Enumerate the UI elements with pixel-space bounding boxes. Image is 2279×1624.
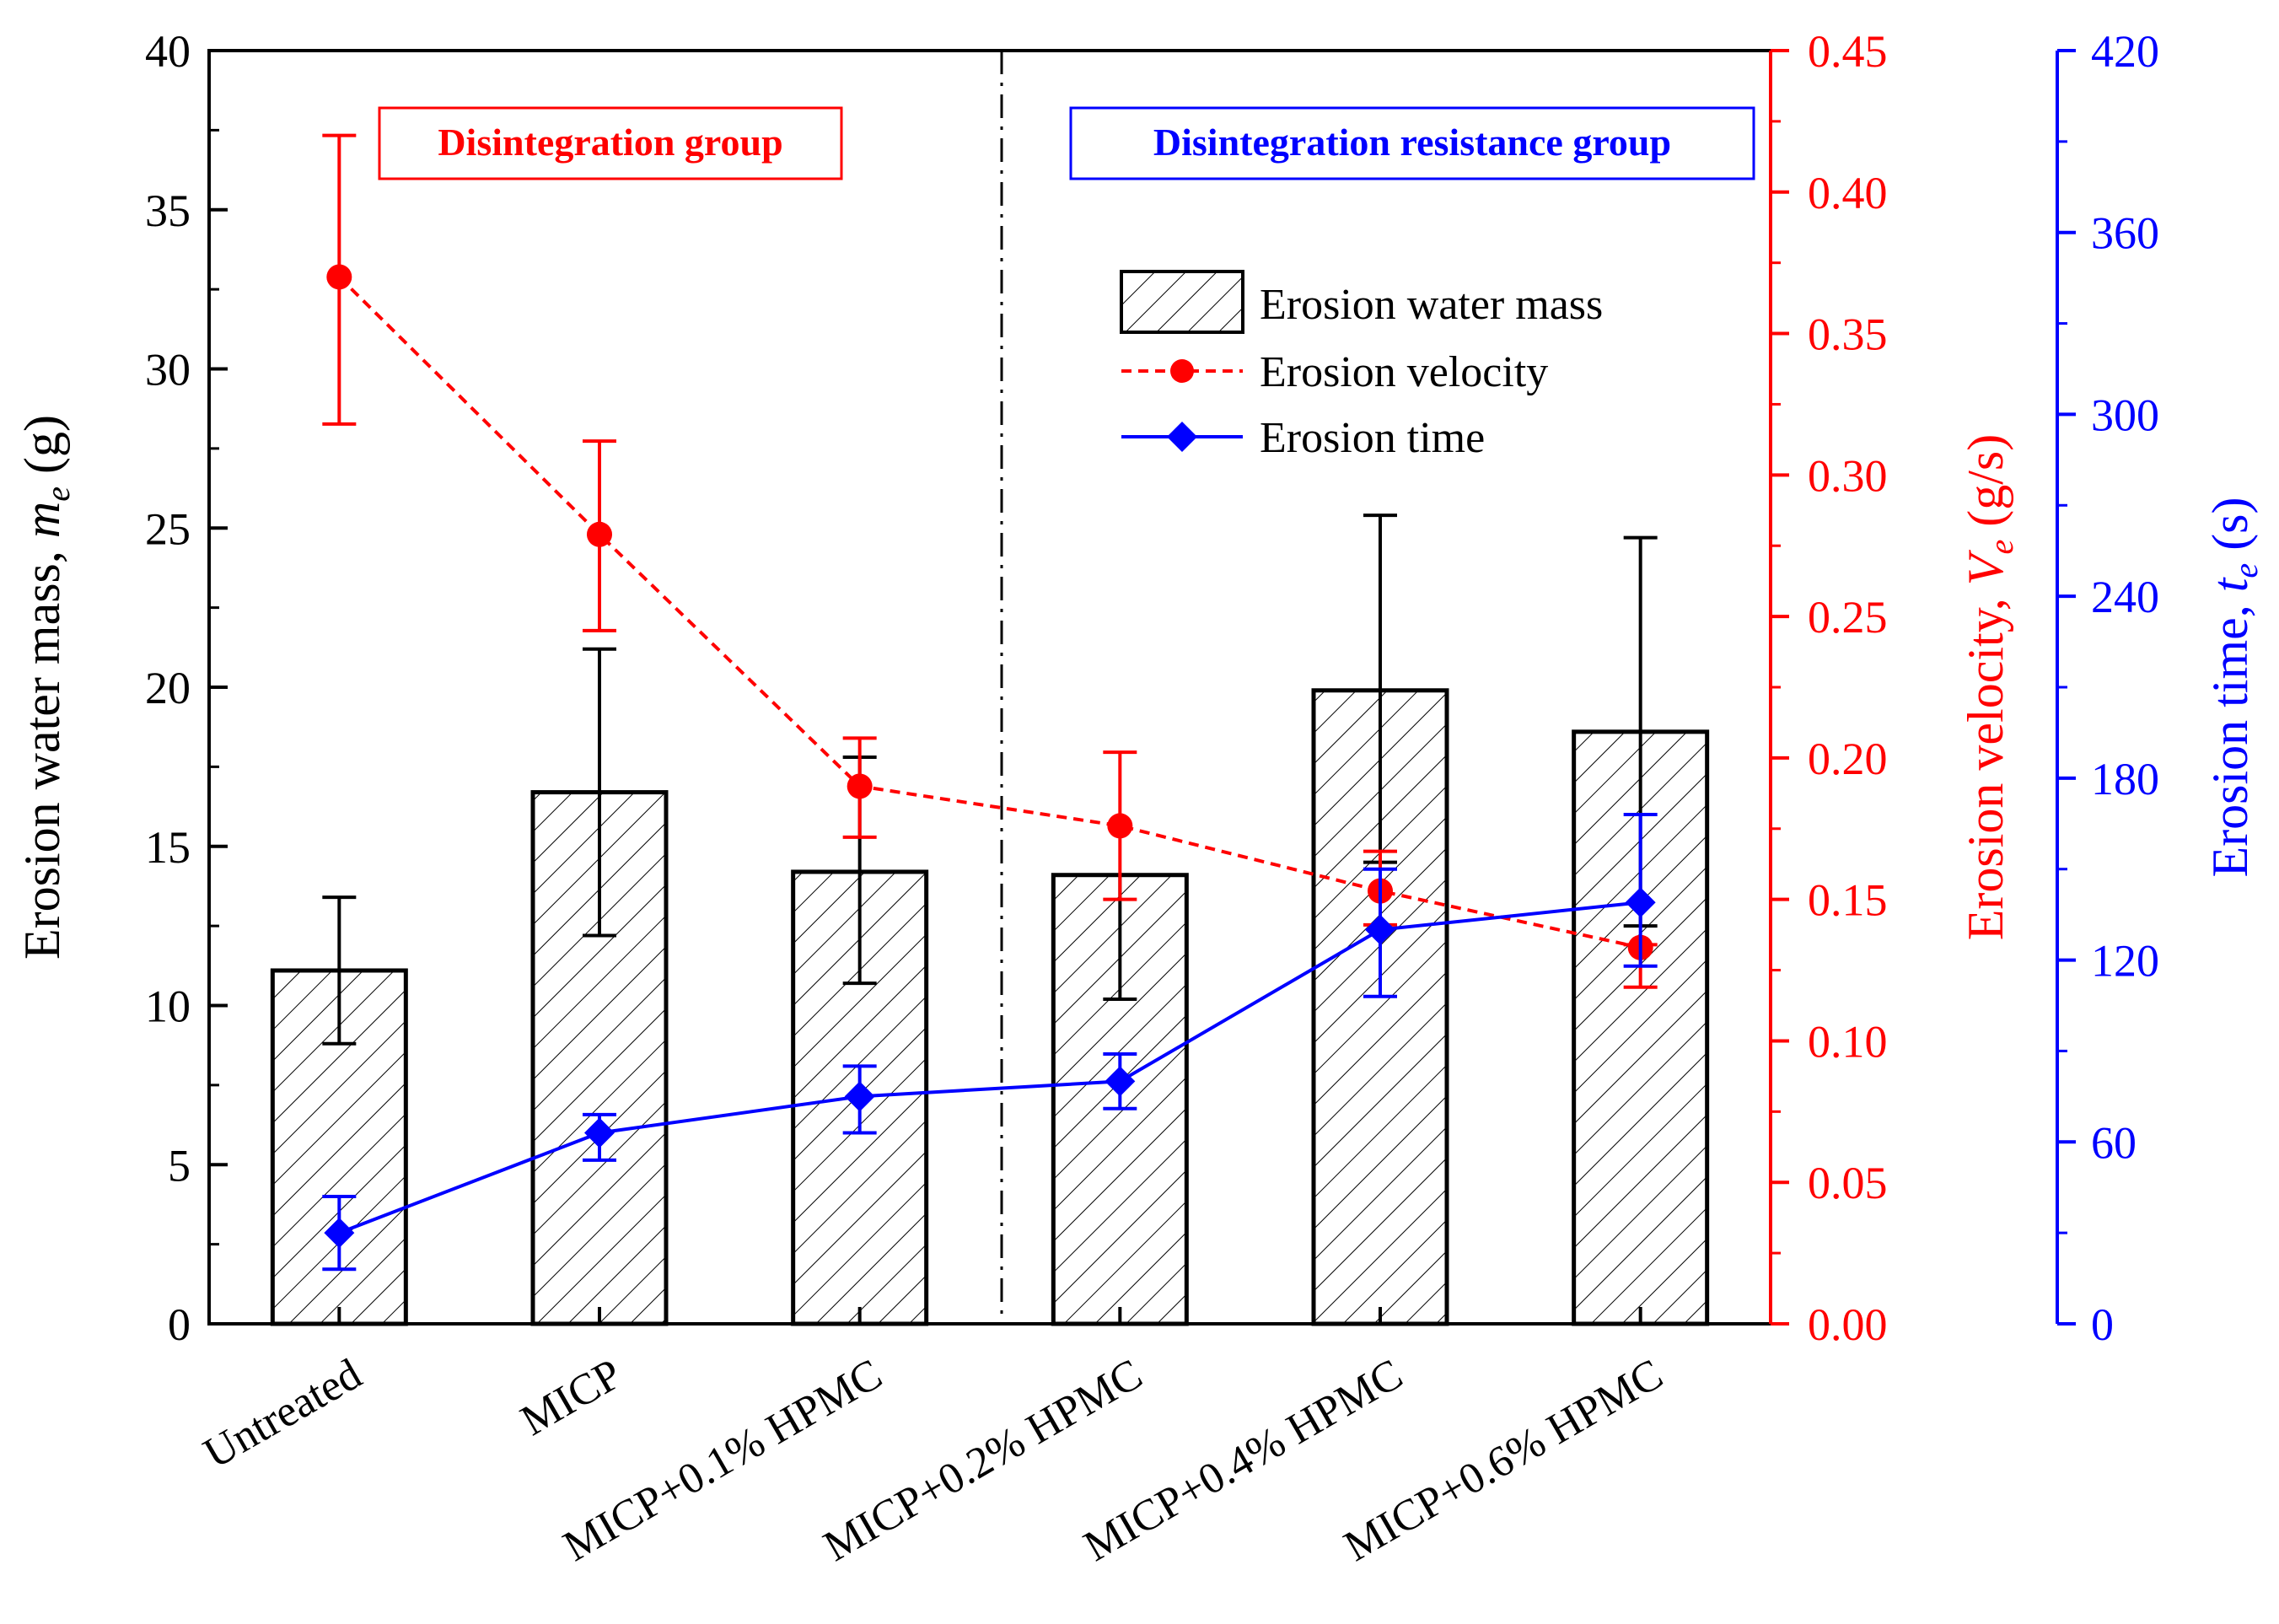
time-point-2 [844, 1081, 875, 1112]
mid-tick-label-6: 0.30 [1808, 450, 1888, 501]
mid-tick-label-4: 0.20 [1808, 734, 1888, 784]
right-tick-label-6: 360 [2091, 208, 2159, 259]
group-label-right: Disintegration resistance group [1069, 106, 1755, 180]
legend-marker-time [1167, 422, 1197, 452]
left-tick-label-0: 0 [168, 1299, 191, 1350]
right-tick-label-0: 0 [2091, 1299, 2114, 1350]
right-tick-label-5: 300 [2091, 390, 2159, 440]
time-line [338, 901, 1641, 1235]
left-tick-label-4: 20 [145, 663, 191, 713]
left-tick-label-3: 15 [145, 822, 191, 873]
left-tick-label-6: 30 [145, 345, 191, 395]
mid-tick-label-9: 0.45 [1808, 26, 1888, 77]
mid-tick-label-5: 0.25 [1808, 592, 1888, 643]
right-tick-label-1: 60 [2091, 1117, 2137, 1168]
left-tick-label-5: 25 [145, 503, 191, 554]
left-tick-label-8: 40 [145, 26, 191, 77]
group-label-right-text: Disintegration resistance group [1153, 121, 1671, 164]
mid-tick-label-7: 0.35 [1808, 309, 1888, 360]
mid-tick-label-1: 0.05 [1808, 1158, 1888, 1208]
velocity-point-2 [847, 773, 873, 799]
time-point-3 [1105, 1066, 1136, 1097]
mid-tick-label-3: 0.15 [1808, 875, 1888, 926]
axes-layer: 0 5 10 15 20 25 30 35 40 0.00 0.05 0.10 0.15 0.20 0.25… [145, 26, 2159, 1571]
left-tick-label-2: 10 [145, 981, 191, 1032]
velocity-line [337, 276, 1642, 949]
left-axis-title: Erosion water mass, me (g) [14, 415, 77, 960]
right-tick-label-2: 120 [2091, 936, 2159, 987]
left-tick-label-1: 5 [168, 1140, 191, 1191]
left-tick-label-7: 35 [145, 186, 191, 236]
legend-label-time: Erosion time [1260, 414, 1485, 462]
right-tick-label-4: 240 [2091, 572, 2159, 622]
mid-tick-label-2: 0.10 [1808, 1016, 1888, 1067]
group-label-left-text: Disintegration group [438, 121, 782, 164]
time-point-5 [1625, 887, 1656, 918]
lines-layer [322, 133, 1658, 1272]
velocity-point-0 [326, 264, 352, 290]
legend-swatch-bar [1120, 270, 1244, 334]
legend: Erosion water mass Erosion velocity Eros… [1120, 270, 1603, 462]
mid-axis-title: Erosion velocity, Ve (g/s) [1958, 434, 2020, 940]
velocity-point-1 [587, 521, 612, 547]
legend-label-velocity: Erosion velocity [1260, 348, 1548, 396]
legend-marker-velocity [1170, 359, 1194, 383]
x-tick-label-1: MICP [513, 1350, 630, 1445]
right-axis-title: Erosion time, te (s) [2202, 497, 2265, 877]
right-tick-label-3: 180 [2091, 754, 2159, 804]
x-tick-label-0: Untreated [196, 1350, 369, 1478]
time-point-0 [324, 1218, 355, 1249]
group-label-left: Disintegration group [378, 106, 843, 180]
time-point-1 [584, 1117, 615, 1148]
plot-frame [207, 49, 1772, 1326]
right-tick-label-7: 420 [2091, 26, 2159, 77]
mid-tick-label-0: 0.00 [1808, 1299, 1888, 1350]
legend-label-bar: Erosion water mass [1260, 281, 1603, 329]
velocity-point-3 [1107, 813, 1133, 839]
mid-tick-label-8: 0.40 [1808, 168, 1888, 218]
time-point-4 [1365, 914, 1395, 945]
